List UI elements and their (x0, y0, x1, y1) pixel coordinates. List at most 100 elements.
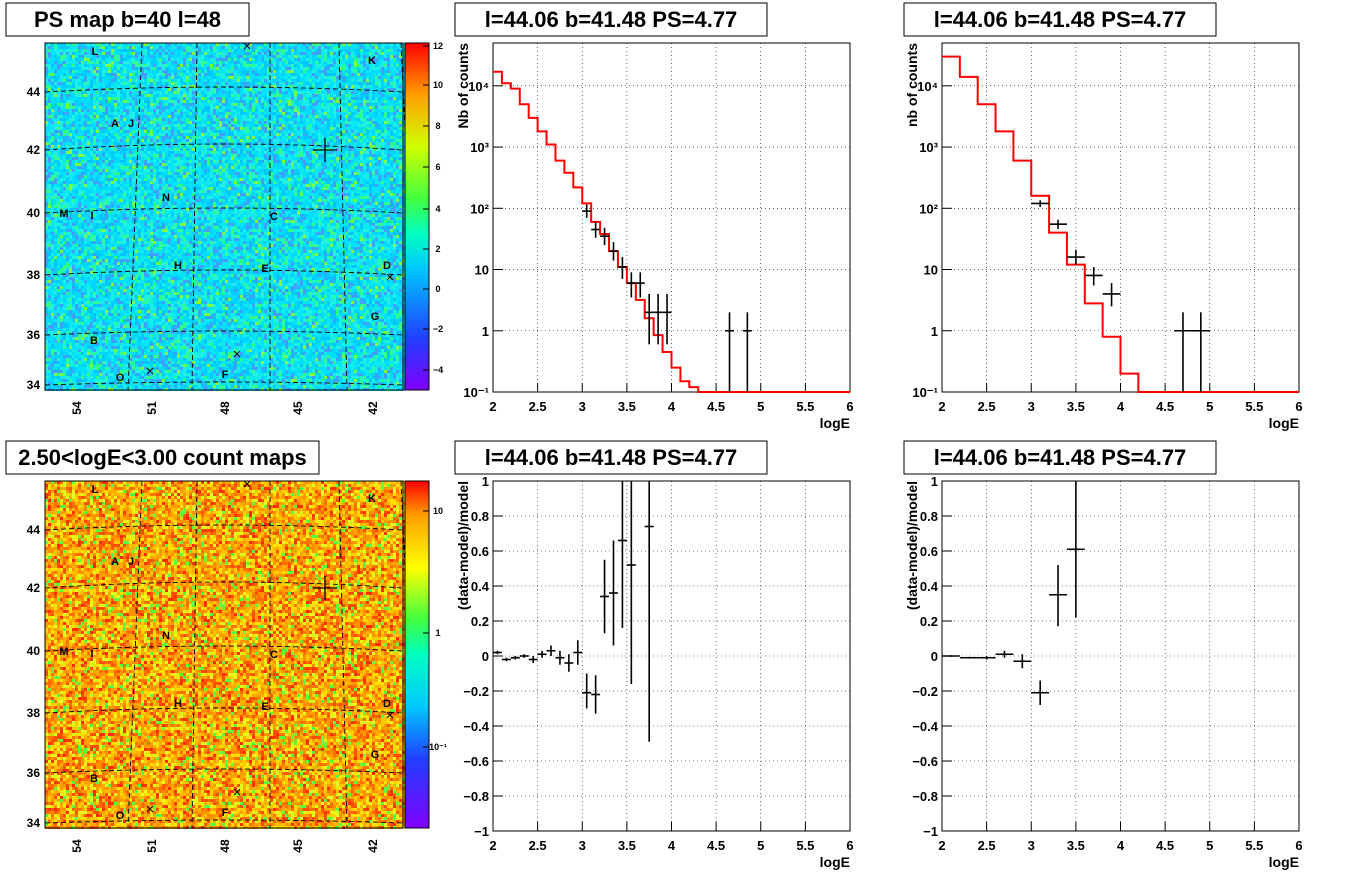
x-tick-label: 5 (757, 838, 764, 853)
y-tick-label: −1 (474, 824, 489, 839)
source-label-M: M (59, 208, 68, 220)
x-tick-label: 6 (1295, 838, 1302, 853)
y-tick-label: 1 (931, 474, 938, 489)
map-top-title: PS map b=40 l=48 (34, 7, 221, 32)
x-axis-label: logE (820, 854, 850, 870)
source-label-E: E (261, 263, 268, 275)
map-x-tick-label: 45 (291, 839, 305, 853)
x-tick-label: 4 (1117, 399, 1125, 414)
y-axis-label: (data-model)/model (904, 481, 920, 610)
source-label-L: L (92, 484, 99, 496)
source-label-C: C (270, 211, 278, 223)
map-y-tick-label: 42 (27, 581, 41, 595)
data-point (942, 655, 960, 657)
y-tick-label: 0.2 (920, 614, 938, 629)
map-y-tick-label: 38 (27, 706, 41, 720)
source-label-O: O (116, 372, 125, 384)
y-tick-label: 10 (924, 263, 938, 278)
data-point (960, 657, 978, 659)
source-label-A: A (111, 118, 119, 130)
source-label-J: J (128, 556, 134, 568)
map-y-tick-label: 42 (27, 143, 41, 157)
x-tick-label: 2 (489, 399, 496, 414)
map-y-tick-label: 38 (27, 268, 41, 282)
palette-tick-label: 1 (435, 628, 440, 638)
residual-chart: 2 2.5 3 3.5 4 4.5 5 5.5 6−1−0.8−0.6−0.4−0.200.20… (455, 474, 854, 870)
x-axis-label: logE (1269, 854, 1299, 870)
y-tick-label: 10² (470, 201, 489, 216)
x-tick-label: 4.5 (707, 838, 725, 853)
palette-tick-label: 10 (433, 80, 443, 90)
x-tick-label: 2.5 (978, 838, 996, 853)
source-label-L: L (92, 46, 99, 58)
y-tick-label: −0.2 (463, 684, 489, 699)
spectrum-b-title: l=44.06 b=41.48 PS=4.77 (934, 7, 1187, 32)
y-tick-label: −0.4 (912, 719, 938, 734)
x-tick-label: 3.5 (1067, 399, 1085, 414)
source-label-H: H (174, 698, 182, 710)
x-tick-label: 2 (489, 838, 496, 853)
palette-tick-label: 2 (435, 244, 440, 254)
map-x-tick-label: 48 (218, 401, 232, 415)
x-tick-label: 4 (668, 399, 676, 414)
spectrum-chart: 2 2.5 3 3.5 4 4.5 5 5.5 610⁻¹11010²10³10⁴logENb … (455, 43, 854, 431)
map-bottom-title: 2.50<logE<3.00 count maps (18, 445, 307, 470)
source-label-K: K (368, 493, 376, 505)
residual-b-title: l=44.06 b=41.48 PS=4.77 (934, 445, 1187, 470)
x-axis-label: logE (1269, 415, 1299, 431)
source-label-H: H (174, 260, 182, 272)
y-tick-label: 0.6 (471, 544, 489, 559)
y-tick-label: 10⁻¹ (463, 385, 489, 400)
source-label-B: B (90, 773, 98, 785)
y-tick-label: −0.8 (463, 789, 489, 804)
source-label-C: C (270, 649, 278, 661)
source-label-N: N (162, 192, 170, 204)
map-x-tick-label: 48 (218, 839, 232, 853)
y-axis-label: (data-model)/model (455, 481, 471, 610)
y-tick-label: 1 (482, 324, 489, 339)
map-x-tick-label: 51 (145, 839, 159, 853)
map-y-tick-label: 44 (27, 85, 41, 99)
y-tick-label: 10⁴ (468, 79, 489, 94)
x-tick-label: 2 (938, 838, 945, 853)
palette-tick-label: 6 (435, 162, 440, 172)
x-tick-label: 3.5 (1067, 838, 1085, 853)
source-label-D: D (383, 260, 391, 272)
spectrum-a-title: l=44.06 b=41.48 PS=4.77 (485, 7, 738, 32)
map-y-tick-label: 34 (27, 816, 41, 830)
x-tick-label: 4.5 (707, 399, 725, 414)
source-label-B: B (90, 335, 98, 347)
x-tick-label: 3 (1028, 838, 1035, 853)
y-axis-label: nb of counts (904, 43, 920, 127)
source-label-F: F (222, 807, 229, 819)
x-tick-label: 6 (846, 399, 853, 414)
x-tick-label: 4 (1117, 838, 1125, 853)
source-label-G: G (371, 749, 380, 761)
source-label-D: D (383, 698, 391, 710)
y-axis-label: Nb of counts (455, 43, 471, 129)
y-tick-label: 0.4 (471, 579, 490, 594)
x-tick-label: 5.5 (796, 838, 814, 853)
y-tick-label: −0.6 (463, 754, 489, 769)
source-label-F: F (222, 369, 229, 381)
x-tick-label: 5 (757, 399, 764, 414)
y-tick-label: 0.8 (920, 509, 938, 524)
y-tick-label: 10⁻¹ (912, 385, 938, 400)
source-label-N: N (162, 630, 170, 642)
source-label-J: J (128, 118, 134, 130)
x-tick-label: 2.5 (529, 838, 547, 853)
x-tick-label: 4 (668, 838, 676, 853)
palette-tick-label: 0 (435, 284, 440, 294)
x-tick-label: 3 (579, 838, 586, 853)
palette-tick-label: 10⁻¹ (429, 742, 447, 752)
x-tick-label: 5.5 (796, 399, 814, 414)
y-tick-label: 0.2 (471, 614, 489, 629)
palette-tick-label: −2 (433, 324, 443, 334)
y-tick-label: 10² (919, 201, 938, 216)
map-x-tick-label: 42 (366, 839, 380, 853)
x-tick-label: 3.5 (618, 838, 636, 853)
palette-tick-label: 12 (433, 41, 443, 51)
source-label-K: K (368, 55, 376, 67)
residual-chart: 2 2.5 3 3.5 4 4.5 5 5.5 6−1−0.8−0.6−0.4−0.200.20… (904, 474, 1303, 870)
